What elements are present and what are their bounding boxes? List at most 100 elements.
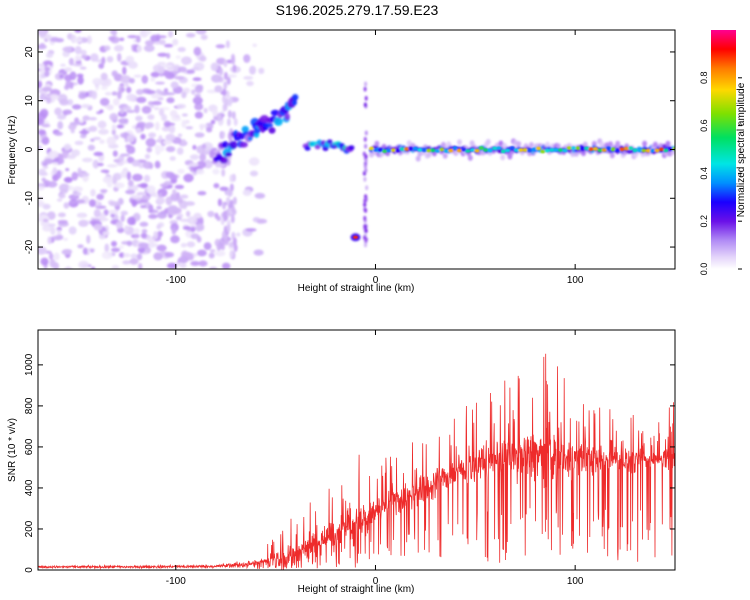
heatmap-blob <box>581 150 586 157</box>
heatmap-blob <box>457 139 462 146</box>
heatmap-blob <box>70 128 75 134</box>
heatmap-blob <box>115 220 123 229</box>
heatmap-blob <box>138 242 149 249</box>
heatmap-blob <box>232 237 237 246</box>
heatmap-blob <box>74 30 82 33</box>
heatmap-blob <box>157 230 163 238</box>
heatmap-blob <box>230 215 235 224</box>
heatmap-blob <box>377 148 383 152</box>
heatmap-blob <box>442 152 448 159</box>
heatmap-blob <box>364 238 368 244</box>
heatmap-blob <box>109 201 120 207</box>
heatmap-blob <box>203 159 213 169</box>
heatmap-blob <box>353 235 358 239</box>
heatmap-blob <box>470 148 475 152</box>
heatmap-blob <box>110 213 115 218</box>
heatmap-blob <box>174 75 185 80</box>
heatmap-blob <box>156 205 162 210</box>
heatmap-blob <box>606 146 612 151</box>
heatmap-blob <box>199 123 204 131</box>
heatmap-blob <box>448 148 454 153</box>
heatmap-blob <box>48 93 60 101</box>
heatmap-blob <box>90 188 96 197</box>
heatmap-blob <box>39 93 47 101</box>
heatmap-blob <box>106 164 118 168</box>
heatmap-blob <box>120 87 126 92</box>
heatmap-blob <box>42 203 51 210</box>
heatmap-blob <box>102 231 110 236</box>
heatmap-blob <box>322 146 329 152</box>
heatmap-blob <box>56 198 63 202</box>
heatmap-blob <box>221 231 226 239</box>
heatmap-blob <box>111 30 117 37</box>
heatmap-blob <box>518 148 524 152</box>
heatmap-blob <box>224 237 229 246</box>
heatmap-blob <box>101 56 106 65</box>
heatmap-blob <box>89 248 95 253</box>
heatmap-blob <box>165 146 176 153</box>
heatmap-blob <box>439 147 445 152</box>
heatmap-blob <box>125 55 135 64</box>
heatmap-blob <box>192 144 197 150</box>
heatmap-blob <box>601 148 607 152</box>
heatmap-blob <box>42 162 48 167</box>
heatmap-blob <box>363 176 367 182</box>
heatmap-blob <box>222 201 226 210</box>
heatmap-blob <box>57 121 64 130</box>
heatmap-blob <box>45 52 54 58</box>
heatmap-blob <box>185 126 194 130</box>
heatmap-blob <box>120 75 132 84</box>
heatmap-blob <box>665 140 671 147</box>
heatmap-blob <box>364 130 368 136</box>
heatmap-blob <box>175 216 182 221</box>
heatmap-blob <box>364 228 368 234</box>
heatmap-blob <box>186 241 196 248</box>
heatmap-blob <box>216 243 221 252</box>
heatmap-blob <box>142 161 153 170</box>
heatmap-blob <box>179 194 189 199</box>
heatmap-blob <box>112 172 122 181</box>
heatmap-blob <box>465 149 471 153</box>
heatmap-blob <box>120 153 130 157</box>
heatmap-blob <box>89 220 99 225</box>
heatmap-blob <box>126 93 136 102</box>
heatmap-blob <box>119 107 125 114</box>
heatmap-blob <box>588 147 594 151</box>
heatmap-blob <box>100 86 108 90</box>
spectrogram-y-tick-label: -20 <box>24 239 35 254</box>
heatmap-blob <box>71 104 82 110</box>
heatmap-blob <box>243 76 254 80</box>
spectrogram-x-label: Height of straight line (km) <box>298 283 415 294</box>
heatmap-blob <box>78 92 87 100</box>
heatmap-blob <box>57 212 66 218</box>
heatmap-blob <box>88 125 98 132</box>
heatmap-blob <box>104 243 110 253</box>
heatmap-blob <box>178 257 188 264</box>
heatmap-blob <box>642 140 648 147</box>
heatmap-blob <box>516 141 522 147</box>
heatmap-blob <box>412 146 418 151</box>
heatmap-blob <box>160 250 166 255</box>
heatmap-blob <box>62 46 73 53</box>
heatmap-blob <box>195 168 205 175</box>
heatmap-blob <box>180 242 187 248</box>
heatmap-blob <box>233 243 238 252</box>
heatmap-blob <box>122 66 127 75</box>
heatmap-blob <box>52 235 63 241</box>
heatmap-blob <box>135 88 144 96</box>
heatmap-blob <box>92 159 99 169</box>
heatmap-blob <box>128 77 135 84</box>
heatmap-blob <box>292 94 299 101</box>
heatmap-blob <box>126 157 135 163</box>
heatmap-blob <box>165 171 175 178</box>
heatmap-blob <box>79 37 89 43</box>
heatmap-blob <box>555 143 561 150</box>
heatmap-blob <box>127 216 136 226</box>
heatmap-blob <box>127 35 138 39</box>
heatmap-blob <box>522 148 528 152</box>
heatmap-blob <box>628 146 634 150</box>
heatmap-blob <box>72 190 78 194</box>
heatmap-blob <box>151 100 162 106</box>
heatmap-blob <box>133 233 140 239</box>
